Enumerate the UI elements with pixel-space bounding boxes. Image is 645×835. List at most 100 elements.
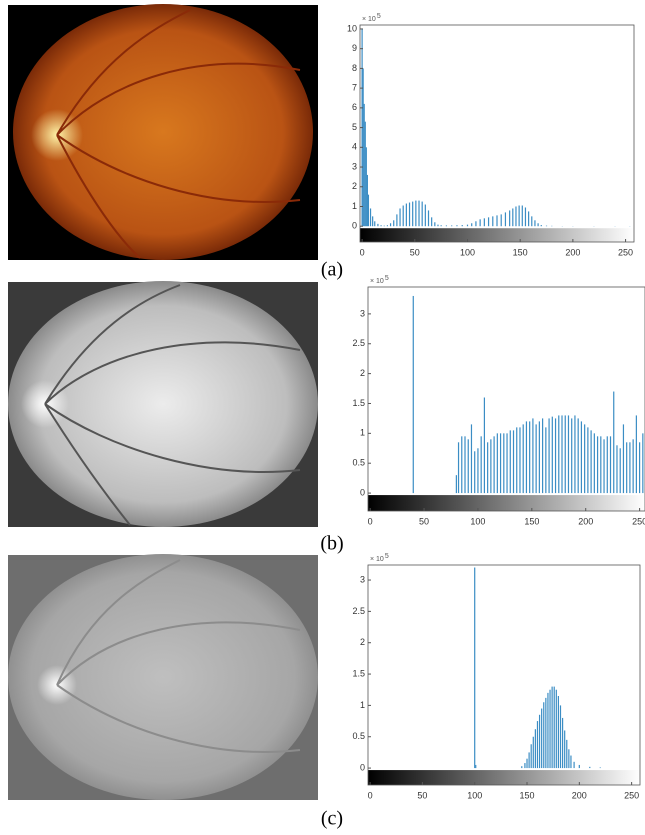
bar (581, 421, 582, 493)
bar (501, 214, 502, 226)
fundus-image-b (8, 281, 318, 527)
bar (532, 418, 533, 493)
x-tick-label: 150 (524, 516, 539, 526)
x-tick-label: 100 (460, 247, 475, 257)
bar (562, 718, 563, 768)
bar (497, 433, 498, 493)
bar (600, 767, 601, 768)
bar (494, 436, 495, 493)
x-tick-label: 100 (467, 790, 482, 800)
bar (561, 415, 562, 493)
bar (578, 418, 579, 493)
axes-box (368, 565, 640, 785)
bar (539, 715, 540, 768)
bar (558, 696, 559, 768)
bar (488, 217, 489, 226)
bar (490, 439, 491, 493)
bar (554, 687, 555, 768)
bar (565, 415, 566, 493)
bar (366, 147, 367, 226)
bar (506, 433, 507, 493)
bar (543, 702, 544, 768)
bar (535, 729, 536, 768)
y-tick-label: 0 (360, 762, 365, 772)
bar (541, 709, 542, 769)
y-tick-label: 1.5 (352, 668, 365, 678)
x-tick-label: 0 (368, 516, 373, 526)
bar (396, 214, 397, 226)
bar (480, 219, 481, 226)
bar (393, 220, 394, 226)
bar (500, 433, 501, 493)
bar (456, 475, 457, 493)
y-scale-power: 5 (377, 13, 381, 20)
bar (464, 436, 465, 493)
bar (367, 175, 368, 226)
caption: (a) (321, 259, 343, 281)
x-tick-label: 250 (618, 247, 633, 257)
bar (536, 424, 537, 493)
bar (403, 206, 404, 227)
bar (377, 224, 378, 226)
bar (589, 767, 590, 768)
y-scale-power: 5 (385, 553, 389, 560)
bar (541, 225, 542, 226)
bar (560, 705, 561, 768)
bar (461, 436, 462, 493)
bar (558, 415, 559, 493)
bar (368, 195, 369, 227)
y-tick-label: 5 (352, 122, 357, 132)
bar (441, 225, 442, 226)
bar (531, 216, 532, 226)
bar (365, 122, 366, 227)
bar (633, 439, 634, 493)
bar (574, 415, 575, 493)
fundus-image-c (8, 554, 318, 800)
y-tick-label: 0.5 (352, 458, 365, 468)
bar (642, 433, 643, 493)
bars (362, 29, 631, 226)
bar (542, 418, 543, 493)
bar (616, 445, 617, 493)
bar (529, 421, 530, 493)
bar (471, 223, 472, 226)
bar (431, 217, 432, 226)
bar (571, 418, 572, 493)
bar (636, 415, 637, 493)
bar (528, 211, 529, 226)
gray-colorbar (368, 495, 645, 511)
bar (462, 225, 463, 226)
bar (481, 436, 482, 493)
bar (372, 216, 373, 226)
bar (370, 208, 371, 226)
bar (556, 690, 557, 768)
x-tick-label: 250 (632, 516, 645, 526)
x-tick-label: 150 (519, 790, 534, 800)
bar (474, 568, 475, 769)
bar (568, 415, 569, 493)
bar (525, 207, 526, 226)
bar (510, 430, 511, 493)
bar (475, 765, 476, 768)
bar (446, 225, 447, 226)
y-tick-label: 2 (352, 181, 357, 191)
figure: 012345678910050100150200250× 105(a)00.51… (0, 0, 645, 835)
bar (629, 442, 630, 493)
bar (523, 424, 524, 493)
bar (537, 721, 538, 768)
bar (471, 424, 472, 493)
bar (533, 737, 534, 768)
x-tick-label: 200 (578, 516, 593, 526)
x-tick-label: 200 (565, 247, 580, 257)
bar (584, 424, 585, 493)
bar (613, 392, 614, 494)
y-tick-label: 2 (360, 368, 365, 378)
y-tick-label: 9 (352, 43, 357, 53)
bar (484, 398, 485, 494)
bars (413, 296, 644, 493)
bar (519, 427, 520, 493)
y-tick-label: 0 (352, 221, 357, 231)
bar (522, 206, 523, 227)
y-tick-label: 0 (360, 487, 365, 497)
